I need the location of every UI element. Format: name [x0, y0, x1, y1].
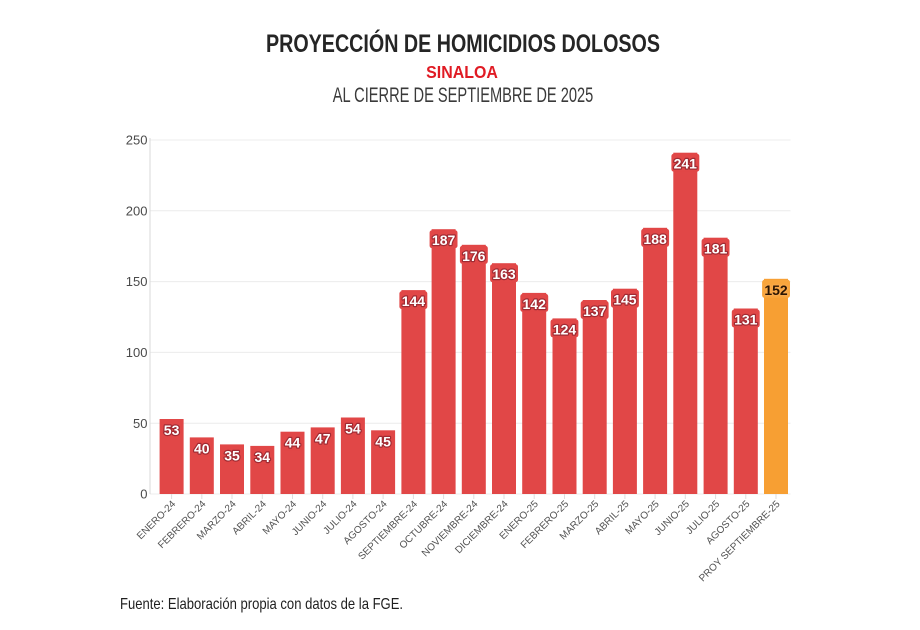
- svg-text:142: 142: [523, 296, 547, 312]
- svg-text:145: 145: [613, 292, 637, 308]
- svg-text:188: 188: [643, 231, 667, 247]
- svg-text:250: 250: [126, 133, 148, 148]
- svg-text:124: 124: [553, 321, 577, 337]
- svg-text:47: 47: [315, 430, 331, 446]
- svg-text:54: 54: [345, 421, 361, 437]
- svg-text:45: 45: [375, 433, 391, 449]
- svg-text:152: 152: [764, 282, 788, 298]
- svg-text:144: 144: [402, 293, 426, 309]
- svg-text:53: 53: [164, 422, 180, 438]
- svg-text:181: 181: [704, 241, 728, 257]
- svg-text:176: 176: [462, 248, 486, 264]
- svg-text:200: 200: [126, 203, 148, 218]
- svg-text:137: 137: [583, 303, 607, 319]
- svg-text:241: 241: [674, 156, 698, 172]
- svg-text:40: 40: [194, 440, 210, 456]
- svg-text:50: 50: [133, 416, 147, 431]
- svg-text:0: 0: [140, 487, 147, 502]
- svg-text:163: 163: [492, 266, 516, 282]
- svg-text:131: 131: [734, 312, 758, 328]
- svg-text:35: 35: [224, 447, 240, 463]
- svg-text:100: 100: [126, 345, 148, 360]
- svg-text:34: 34: [255, 449, 271, 465]
- svg-text:DICIEMBRE-24: DICIEMBRE-24: [453, 499, 511, 557]
- svg-text:44: 44: [285, 435, 301, 451]
- svg-text:187: 187: [432, 232, 456, 248]
- svg-text:150: 150: [126, 274, 148, 289]
